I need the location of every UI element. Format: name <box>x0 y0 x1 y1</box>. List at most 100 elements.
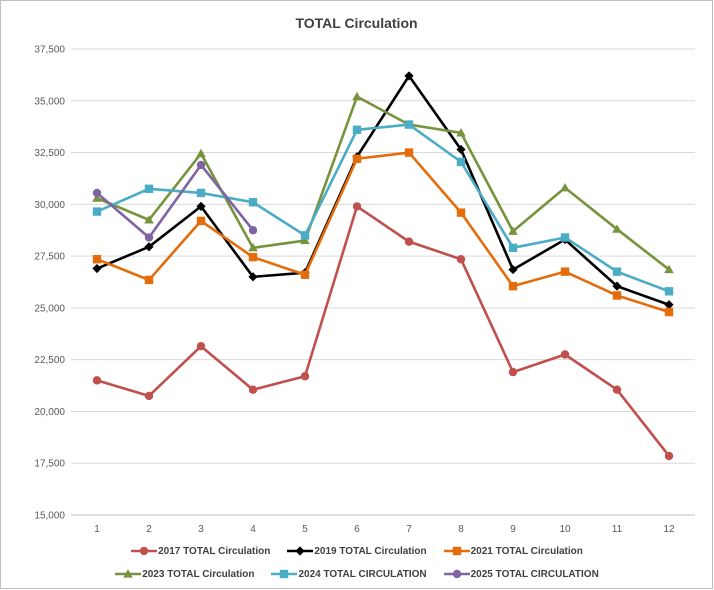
legend-row-2: 2023 TOTAL Circulation 2024 TOTAL CIRCULA… <box>1 568 712 580</box>
data-point <box>92 263 102 274</box>
data-point <box>352 154 362 163</box>
series-2 <box>92 148 674 317</box>
gridlines <box>71 48 695 516</box>
data-point <box>456 128 466 137</box>
data-point <box>456 157 466 167</box>
data-point <box>508 367 518 377</box>
legend-label: 2017 TOTAL Circulation <box>158 545 271 557</box>
data-point <box>144 391 154 401</box>
data-point <box>404 71 414 81</box>
data-point <box>456 255 466 264</box>
data-point <box>196 188 206 198</box>
data-point <box>92 376 102 385</box>
data-point <box>404 148 414 157</box>
data-point <box>456 144 466 155</box>
data-point <box>612 224 622 233</box>
x-tick-label: 7 <box>406 524 412 535</box>
legend-swatch <box>287 546 314 556</box>
legend-swatch <box>443 569 470 579</box>
data-point <box>404 120 414 129</box>
x-tick-label: 12 <box>663 524 675 535</box>
data-point <box>92 207 102 216</box>
data-point <box>612 267 622 276</box>
data-point <box>612 385 622 394</box>
axes: 15,000 17,500 20,000 22,500 25,000 27,500 30,0… <box>34 45 695 535</box>
legend-swatch <box>271 569 298 579</box>
data-point <box>196 216 206 226</box>
data-point <box>352 202 362 211</box>
legend-swatch <box>115 569 142 578</box>
y-tick-label: 22,500 <box>34 355 65 366</box>
x-tick-label: 9 <box>510 524 516 535</box>
x-tick-label: 6 <box>354 524 360 535</box>
data-point <box>196 148 206 158</box>
data-point <box>248 272 258 282</box>
data-point <box>144 233 154 242</box>
legend-label: 2019 TOTAL Circulation <box>314 545 427 557</box>
data-point <box>664 451 674 461</box>
legend-label: 2023 TOTAL Circulation <box>142 568 255 580</box>
data-point <box>196 342 206 351</box>
y-tick-label: 35,000 <box>34 96 65 107</box>
legend-label: 2024 TOTAL CIRCULATION <box>298 568 427 580</box>
legend-swatch <box>131 546 158 556</box>
data-point <box>560 350 570 359</box>
series-5 <box>92 160 258 242</box>
data-point <box>300 372 310 381</box>
data-point <box>300 235 310 245</box>
data-point <box>248 243 258 252</box>
data-point <box>248 252 258 262</box>
data-point <box>92 188 102 198</box>
y-tick-label: 32,500 <box>34 148 65 159</box>
data-point <box>508 264 518 275</box>
data-point <box>196 160 206 170</box>
legend-item: 2021 TOTAL Circulation <box>443 545 583 557</box>
data-point <box>92 255 102 264</box>
y-tick-label: 27,500 <box>34 252 65 263</box>
data-point <box>352 91 362 101</box>
data-point <box>612 281 622 291</box>
data-point <box>508 243 518 253</box>
data-point <box>144 184 154 193</box>
x-tick-label: 8 <box>458 524 464 535</box>
legend-item: 2017 TOTAL Circulation <box>130 545 270 557</box>
data-point <box>92 193 102 202</box>
data-point <box>352 125 362 134</box>
series-line <box>96 205 671 457</box>
series-3 <box>92 91 674 274</box>
data-point <box>664 287 674 296</box>
legend-swatch <box>443 546 470 556</box>
data-point <box>560 267 570 276</box>
x-tick-label: 11 <box>612 524 623 535</box>
data-point <box>664 300 674 310</box>
legend-item: 2024 TOTAL CIRCULATION <box>270 568 427 580</box>
data-point <box>248 198 258 207</box>
data-point <box>196 201 206 212</box>
x-tick-label: 10 <box>559 524 571 535</box>
series-4 <box>92 120 674 296</box>
data-point <box>664 307 674 317</box>
data-point <box>248 226 258 235</box>
legend-label: 2025 TOTAL CIRCULATION <box>470 568 599 580</box>
data-point <box>144 215 154 224</box>
series-line <box>96 163 255 239</box>
chart-title: TOTAL Circulation <box>295 15 418 31</box>
data-point <box>508 226 518 235</box>
series-line <box>96 95 670 271</box>
series-line <box>96 123 670 293</box>
y-tick-label: 20,000 <box>34 407 65 418</box>
y-tick-label: 37,500 <box>34 45 65 56</box>
data-point <box>248 385 258 394</box>
x-tick-label: 2 <box>146 524 152 535</box>
data-point <box>144 242 154 252</box>
legend-row-1: 2017 TOTAL Circulation 2019 TOTAL Circula… <box>1 545 712 557</box>
legend-label: 2021 TOTAL Circulation <box>470 545 583 557</box>
data-point <box>300 231 310 240</box>
legend-item: 2019 TOTAL Circulation <box>286 545 427 557</box>
legend-item: 2023 TOTAL Circulation <box>114 568 254 580</box>
y-tick-label: 15,000 <box>34 511 65 522</box>
x-tick-label: 4 <box>250 524 256 535</box>
data-point <box>664 264 674 274</box>
